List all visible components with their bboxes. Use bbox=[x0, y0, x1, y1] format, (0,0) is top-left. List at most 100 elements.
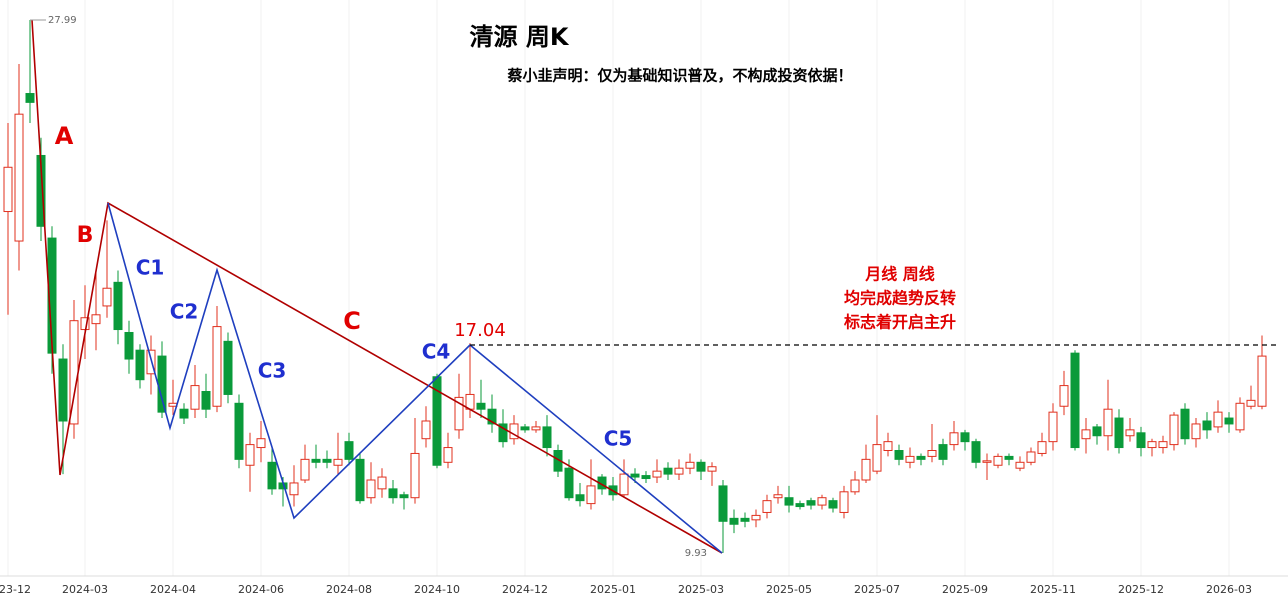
candle-body bbox=[982, 460, 992, 463]
candle-body bbox=[586, 485, 596, 505]
peak-label: 17.04 bbox=[454, 320, 506, 341]
x-tick-label: 2024-10 bbox=[414, 583, 460, 596]
candle-body bbox=[388, 488, 398, 499]
candle-body bbox=[3, 166, 13, 213]
wave-label: C5 bbox=[604, 427, 633, 451]
wave-line-red bbox=[31, 19, 723, 554]
candle-body bbox=[157, 355, 167, 413]
candle-body bbox=[14, 113, 24, 242]
candle-body bbox=[322, 458, 332, 463]
candle-body bbox=[366, 479, 376, 499]
candle-body bbox=[421, 420, 431, 440]
candle-body bbox=[905, 455, 915, 463]
candle-body bbox=[872, 444, 882, 472]
candle-body bbox=[993, 455, 1003, 466]
candle-body bbox=[1081, 429, 1091, 440]
candle-body bbox=[564, 467, 574, 499]
candle-body bbox=[1103, 408, 1113, 437]
x-tick-label: 2023-12 bbox=[0, 583, 31, 596]
candle-body bbox=[718, 485, 728, 522]
x-tick-label: 2024-04 bbox=[150, 583, 196, 596]
note: 月线 周线 bbox=[864, 265, 935, 284]
candle-body bbox=[839, 491, 849, 513]
candle-body bbox=[960, 432, 970, 443]
candle-body bbox=[850, 479, 860, 493]
candle-body bbox=[1048, 411, 1058, 443]
candle-body bbox=[223, 340, 233, 395]
candle-body bbox=[795, 503, 805, 508]
candle-body bbox=[685, 461, 695, 469]
candle-body bbox=[971, 441, 981, 463]
note: 均完成趋势反转 bbox=[844, 289, 956, 308]
candle-body bbox=[949, 432, 959, 446]
candle-body bbox=[91, 314, 101, 325]
candle-body bbox=[443, 447, 453, 463]
disclaimer: 蔡小韭声明：仅为基础知识普及，不构成投资依据！ bbox=[506, 67, 852, 85]
candle-body bbox=[751, 514, 761, 521]
candle-body bbox=[1092, 426, 1102, 437]
candle-body bbox=[674, 467, 684, 475]
candle-body bbox=[883, 441, 893, 452]
wave-label: C bbox=[343, 307, 361, 335]
candle-body bbox=[1125, 429, 1135, 437]
wave-label: B bbox=[77, 223, 94, 248]
candle-body bbox=[575, 494, 585, 502]
candle-body bbox=[1015, 461, 1025, 469]
candle-body bbox=[498, 423, 508, 443]
candle-body bbox=[1158, 441, 1168, 449]
wave-label: C2 bbox=[170, 300, 199, 324]
high-label: 27.99 bbox=[48, 15, 77, 26]
x-tick-label: 2024-06 bbox=[238, 583, 284, 596]
candle-body bbox=[729, 517, 739, 525]
candle-body bbox=[1213, 411, 1223, 428]
candle-body bbox=[927, 450, 937, 457]
candle-body bbox=[1070, 352, 1080, 449]
candle-body bbox=[1037, 441, 1047, 454]
candle-body bbox=[476, 402, 486, 410]
wave-label: C3 bbox=[258, 359, 287, 383]
candle-body bbox=[212, 326, 222, 407]
x-tick-label: 2026-03 bbox=[1206, 583, 1252, 596]
chart-title: 清源 周K bbox=[470, 23, 570, 51]
candle-body bbox=[938, 444, 948, 460]
candle-body bbox=[102, 287, 112, 307]
candle-body bbox=[707, 466, 717, 472]
candle-body bbox=[201, 390, 211, 410]
x-tick-label: 2024-08 bbox=[326, 583, 372, 596]
wave-line-blue bbox=[107, 202, 723, 554]
x-tick-label: 2024-03 bbox=[62, 583, 108, 596]
candle-body bbox=[1059, 385, 1069, 407]
candle-body bbox=[333, 458, 343, 466]
candle-body bbox=[619, 473, 629, 496]
candle-body bbox=[916, 455, 926, 460]
candle-body bbox=[861, 458, 871, 481]
note: 标志着开启主升 bbox=[843, 313, 956, 332]
candle-body bbox=[1004, 455, 1014, 460]
candle-body bbox=[1147, 441, 1157, 449]
candle-body bbox=[817, 497, 827, 506]
low-label: 9.93 bbox=[685, 548, 707, 559]
candle-body bbox=[355, 458, 365, 502]
candle-body bbox=[1235, 402, 1245, 431]
candle-body bbox=[311, 458, 321, 463]
candle-body bbox=[828, 500, 838, 509]
candle-body bbox=[58, 358, 68, 422]
candle-body bbox=[652, 470, 662, 478]
candle-body bbox=[289, 482, 299, 496]
wave-label: C1 bbox=[136, 256, 165, 280]
candle-body bbox=[1026, 451, 1036, 463]
x-tick-label: 2025-07 bbox=[854, 583, 900, 596]
candle-body bbox=[1180, 408, 1190, 440]
candle-body bbox=[344, 441, 354, 460]
x-tick-label: 2025-03 bbox=[678, 583, 724, 596]
candle-body bbox=[894, 450, 904, 460]
candle-body bbox=[113, 281, 123, 331]
candle-body bbox=[630, 473, 640, 478]
candle-body bbox=[399, 494, 409, 499]
candle-body bbox=[542, 426, 552, 449]
candle-body bbox=[696, 461, 706, 472]
candle-body bbox=[784, 497, 794, 506]
x-axis-labels: 2023-12 2024-03 2024-04 2024-06 2024-08 2024-… bbox=[0, 583, 1252, 596]
candle-body bbox=[410, 452, 420, 499]
